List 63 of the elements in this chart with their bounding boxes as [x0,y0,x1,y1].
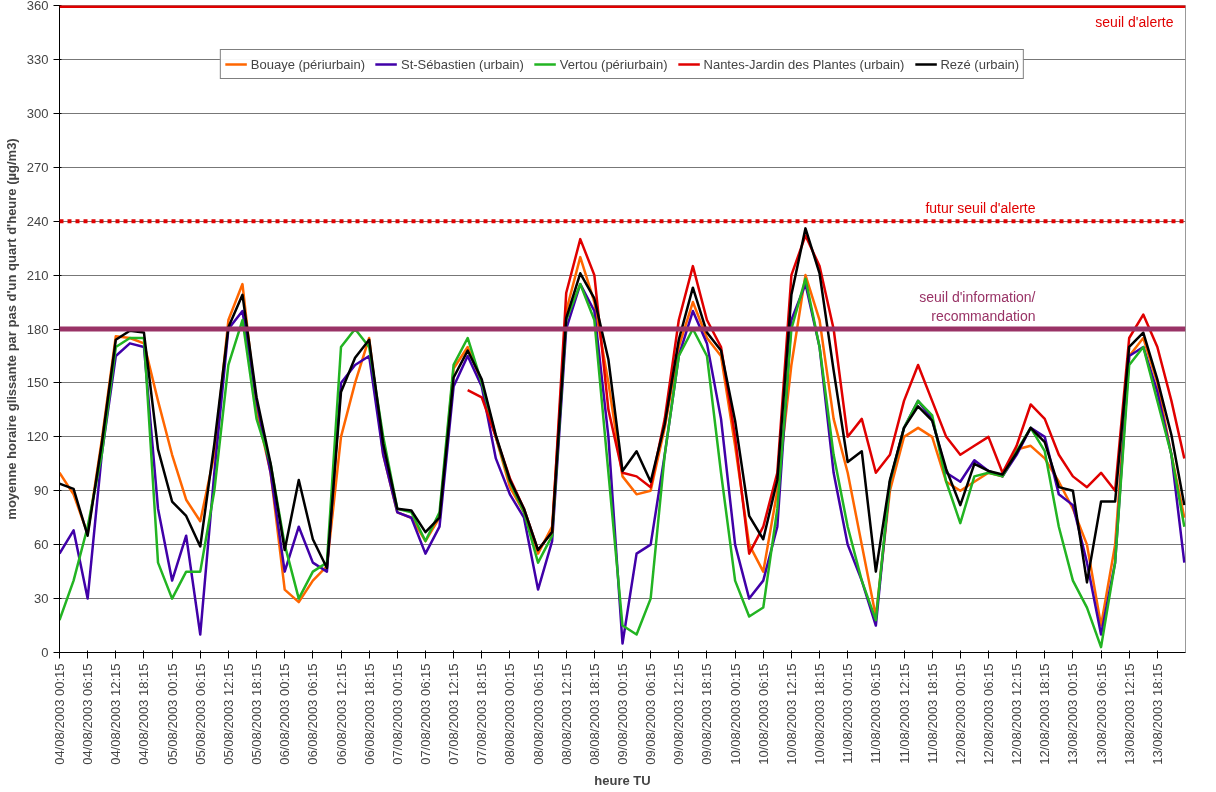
x-tick-label: 12/08/2003 06:15 [980,663,996,765]
x-tick-label: 10/08/2003 18:15 [812,663,828,765]
x-tick-label: 05/08/2003 12:15 [220,663,236,765]
y-tick-label: 120 [26,429,49,445]
ref-line-label: futur seuil d'alerte [925,200,1036,217]
y-tick-label: 300 [26,105,49,121]
y-tick-label: 210 [26,267,49,283]
ref-line-label: seuil d'alerte [1095,13,1174,30]
y-tick-label: 150 [26,375,49,391]
x-tick-label: 04/08/2003 12:15 [108,663,124,765]
x-tick-label: 12/08/2003 12:15 [1009,663,1025,765]
y-tick-label: 360 [26,0,49,13]
x-tick-label: 12/08/2003 00:15 [952,663,968,765]
y-axis-title: moyenne horaire glissante par pas d'un quart d'heure (µg/m3) [3,138,19,520]
ref-line-label: seuil d'information/ recommandation [919,288,1036,324]
x-tick-label: 13/08/2003 00:15 [1065,663,1081,765]
y-tick-label: 90 [34,483,49,499]
x-tick-label: 08/08/2003 18:15 [586,663,602,765]
legend-label: Nantes-Jardin des Plantes (urbain) [703,56,905,72]
x-tick-label: 13/08/2003 18:15 [1149,663,1165,765]
x-tick-label: 11/08/2003 12:15 [896,663,912,764]
y-tick-label: 60 [34,537,49,553]
x-tick-label: 08/08/2003 00:15 [502,663,518,765]
y-tick-label: 330 [26,51,49,67]
x-tick-label: 13/08/2003 12:15 [1121,663,1137,765]
legend-label: St-Sébastien (urbain) [401,56,524,72]
x-tick-label: 09/08/2003 18:15 [699,663,715,765]
x-tick-label: 05/08/2003 06:15 [192,663,208,765]
x-tick-label: 07/08/2003 12:15 [446,663,462,765]
x-tick-label: 05/08/2003 00:15 [164,663,180,765]
x-tick-label: 11/08/2003 00:15 [840,663,856,764]
x-tick-label: 07/08/2003 00:15 [389,663,405,765]
x-tick-label: 10/08/2003 00:15 [727,663,743,765]
y-tick-label: 30 [34,591,49,607]
y-tick-label: 180 [26,321,49,337]
x-tick-label: 06/08/2003 12:15 [333,663,349,765]
x-tick-label: 06/08/2003 18:15 [361,663,377,765]
x-tick-label: 07/08/2003 18:15 [474,663,490,765]
legend-label: Vertou (périurbain) [559,56,668,72]
x-tick-label: 08/08/2003 12:15 [558,663,574,765]
x-tick-label: 09/08/2003 12:15 [671,663,687,765]
x-tick-label: 11/08/2003 06:15 [868,663,884,764]
x-tick-label: 13/08/2003 06:15 [1093,663,1109,765]
x-tick-label: 12/08/2003 18:15 [1037,663,1053,765]
y-tick-label: 270 [26,159,49,175]
legend-label: Bouaye (périurbain) [250,56,366,72]
x-tick-label: 10/08/2003 12:15 [783,663,799,765]
x-tick-label: 10/08/2003 06:15 [755,663,771,765]
x-tick-label: 11/08/2003 18:15 [924,663,940,764]
x-tick-label: 06/08/2003 06:15 [305,663,321,765]
x-tick-label: 08/08/2003 06:15 [530,663,546,765]
x-tick-label: 06/08/2003 00:15 [277,663,293,765]
y-tick-label: 0 [41,645,49,660]
x-tick-label: 05/08/2003 18:15 [249,663,265,765]
x-tick-label: 09/08/2003 06:15 [643,663,659,765]
x-tick-label: 07/08/2003 06:15 [417,663,433,765]
x-tick-label: 09/08/2003 00:15 [615,663,630,765]
y-tick-label: 240 [26,213,49,229]
x-tick-label: 04/08/2003 18:15 [136,663,152,765]
x-tick-label: 04/08/2003 06:15 [80,663,96,765]
x-tick-label: 04/08/2003 00:15 [52,663,67,765]
legend-label: Rezé (urbain) [940,56,1020,72]
x-axis-title: heure TU [594,772,651,788]
